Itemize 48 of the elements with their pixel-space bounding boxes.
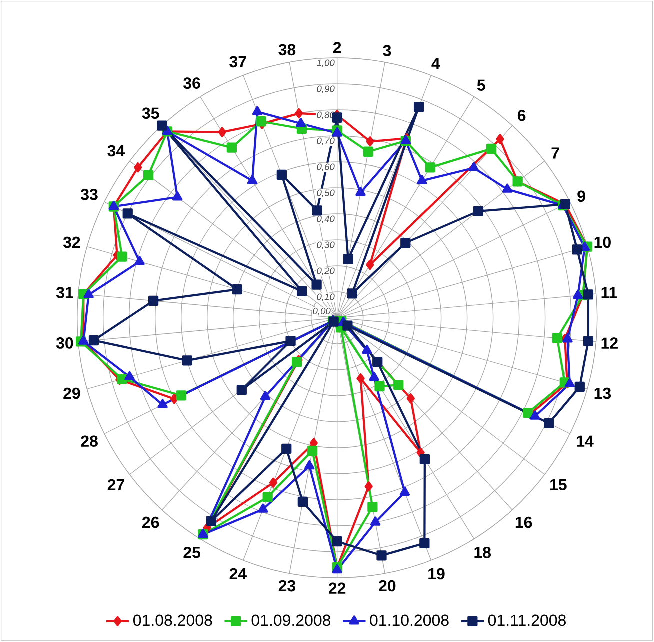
spoke-label: 14 xyxy=(577,436,594,447)
spoke-label: 24 xyxy=(230,568,247,580)
spoke-label: 4 xyxy=(432,58,440,70)
spoke-label: 38 xyxy=(278,44,296,56)
spoke-label: 26 xyxy=(142,516,160,528)
spoke-label: 10 xyxy=(594,236,611,248)
y-tick-label: 0,10 xyxy=(317,294,335,302)
spoke-label: 31 xyxy=(56,287,74,298)
spoke-label: 2 xyxy=(333,42,342,54)
spoke-label: 37 xyxy=(230,56,246,68)
spoke-label: 36 xyxy=(184,78,200,90)
spoke-label: 32 xyxy=(63,236,80,248)
spoke-label: 16 xyxy=(516,516,532,528)
spoke-label: 22 xyxy=(329,582,346,594)
y-tick-label: 0,60 xyxy=(317,164,335,172)
spoke-label: 33 xyxy=(81,188,98,200)
y-tick-label: 0,70 xyxy=(317,138,335,146)
spoke-label: 27 xyxy=(108,479,124,491)
y-tick-label: 0,30 xyxy=(317,242,335,250)
spoke-label: 20 xyxy=(379,580,396,592)
spoke-label: 34 xyxy=(108,145,125,157)
spoke-label: 23 xyxy=(278,580,296,592)
spoke-label: 19 xyxy=(428,568,445,580)
y-tick-label: 0,40 xyxy=(317,216,335,224)
spoke-label: 25 xyxy=(184,546,200,558)
spoke-label: 29 xyxy=(64,388,80,400)
y-tick-label: 0,20 xyxy=(317,268,335,276)
y-tick-label: 0,00 xyxy=(313,308,331,316)
spoke-label: 7 xyxy=(552,148,560,159)
spoke-label: 5 xyxy=(477,80,486,91)
y-tick-label: 0,50 xyxy=(317,190,335,198)
spoke-label: 28 xyxy=(81,436,98,448)
spoke-label: 30 xyxy=(56,338,74,349)
spoke-label: 9 xyxy=(578,190,586,202)
spoke-label: 6 xyxy=(518,110,526,122)
spoke-label: 35 xyxy=(142,108,160,120)
legend-label: 01.10.2008 xyxy=(370,614,449,626)
spoke-label: 12 xyxy=(602,338,618,349)
legend-label: 01.09.2008 xyxy=(252,614,331,626)
legend-label: 01.11.2008 xyxy=(488,614,566,626)
y-tick-label: 0,90 xyxy=(317,86,335,94)
spoke-label: 3 xyxy=(383,45,392,56)
spoke-label: 18 xyxy=(474,546,492,558)
legend-label: 01.08.2008 xyxy=(134,614,212,626)
y-tick-label: 1,00 xyxy=(317,60,335,68)
spoke-label: 13 xyxy=(594,388,612,400)
spoke-label: 15 xyxy=(550,479,567,491)
spoke-label: 11 xyxy=(602,287,618,298)
